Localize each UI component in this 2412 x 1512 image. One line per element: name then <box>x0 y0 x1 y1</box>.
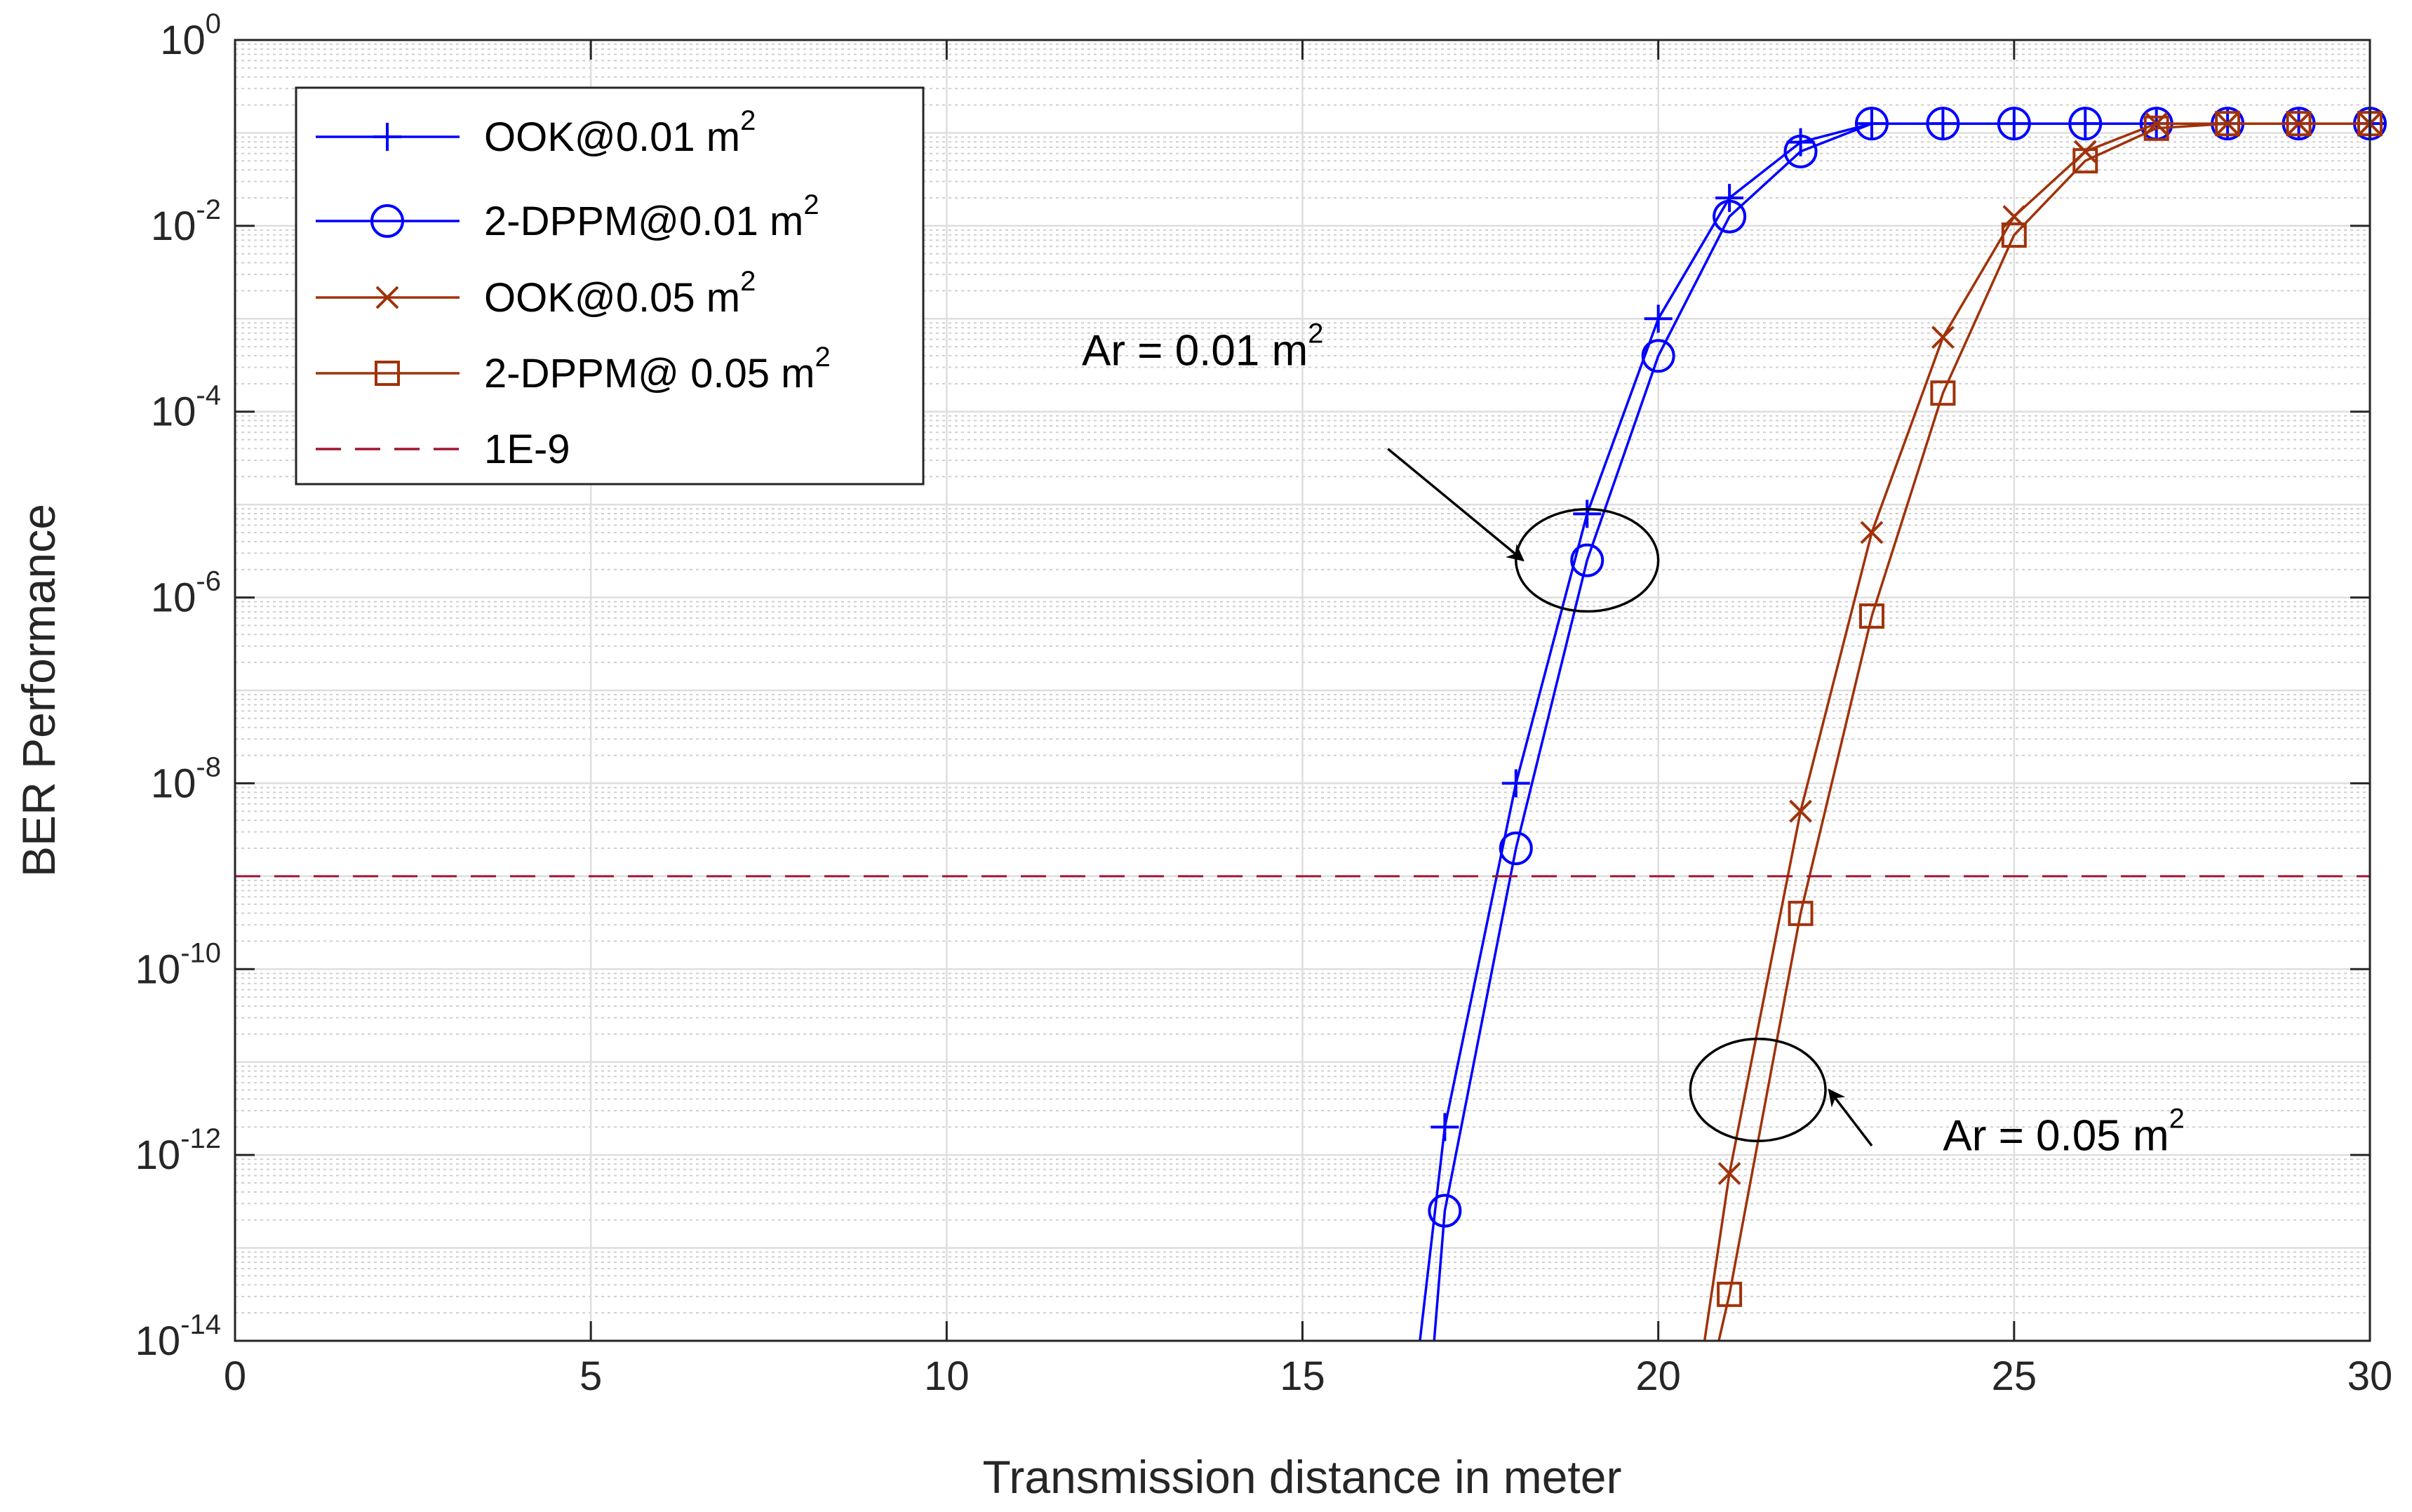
legend-label: 2-DPPM@0.01 m2 <box>484 189 819 244</box>
data-point <box>2143 115 2169 141</box>
legend-item: OOK@0.01 m2 <box>316 105 756 160</box>
data-point <box>2001 222 2027 248</box>
annotation-arrow <box>1828 1088 1873 1146</box>
data-point <box>1570 543 1604 577</box>
data-point <box>2072 148 2098 174</box>
data-point <box>1926 107 1960 141</box>
annotation: Ar = 0.01 m2 <box>1082 319 1660 613</box>
y-axis: 100 10-2 10-4 10-6 10-8 10-10 10-12 10-14 <box>135 8 2370 1364</box>
x-axis-title: Transmission distance in meter <box>983 1451 1622 1503</box>
data-point <box>1854 107 1889 141</box>
data-point <box>1930 380 1956 406</box>
x-tick-label: 15 <box>1280 1353 1325 1399</box>
data-point <box>2068 107 2103 141</box>
data-point <box>1499 831 1533 866</box>
legend-item: 1E-9 <box>316 427 570 472</box>
data-point <box>1858 603 1884 629</box>
legend-label: OOK@0.01 m2 <box>484 105 756 160</box>
x-tick-label: 20 <box>1635 1353 1681 1399</box>
y-axis-title: BER Performance <box>13 504 65 877</box>
data-point <box>1717 1162 1741 1186</box>
data-point <box>1717 1281 1743 1307</box>
x-tick-label: 5 <box>579 1353 602 1399</box>
y-tick-label: 10-12 <box>135 1123 221 1178</box>
data-point <box>375 286 399 309</box>
y-tick-label: 10-10 <box>135 937 221 992</box>
annotations: Ar = 0.01 m2 Ar = 0.05 m2 <box>1082 319 2185 1160</box>
y-tick-label: 100 <box>160 8 221 63</box>
legend-box <box>295 86 925 486</box>
data-point <box>1997 107 2031 141</box>
y-tick-label: 10-14 <box>135 1309 221 1364</box>
annotation-label: Ar = 0.05 m2 <box>1943 1104 2184 1160</box>
data-point <box>1860 521 1884 544</box>
series-layer <box>235 107 2387 1342</box>
annotation-ellipse <box>1689 1037 1827 1143</box>
y-tick-label: 10-2 <box>151 194 221 249</box>
legend-label: OOK@0.05 m2 <box>484 266 756 321</box>
annotation-arrow <box>1387 448 1525 562</box>
annotation-label: Ar = 0.01 m2 <box>1082 319 1323 375</box>
data-point <box>2215 111 2241 137</box>
x-tick-label: 30 <box>2347 1353 2393 1399</box>
y-tick-label: 10-4 <box>151 380 221 435</box>
data-point <box>1713 199 1747 234</box>
data-point <box>1931 326 1955 349</box>
data-point <box>2073 140 2097 163</box>
data-point <box>370 204 404 238</box>
x-tick-label: 0 <box>224 1353 246 1399</box>
data-point <box>1788 900 1814 926</box>
data-point <box>375 361 400 386</box>
data-point <box>1641 339 1675 373</box>
legend-item: 2-DPPM@0.01 m2 <box>316 189 819 244</box>
x-axis: 0 5 10 15 20 25 30 <box>224 40 2392 1399</box>
legend: OOK@0.01 m2 2-DPPM@0.01 m2 OOK@0.05 m2 2-DP… <box>295 86 925 486</box>
x-tick-label: 25 <box>1992 1353 2037 1399</box>
legend-label: 2-DPPM@ 0.05 m2 <box>484 342 831 396</box>
annotation: Ar = 0.05 m2 <box>1689 1037 2185 1160</box>
data-point <box>1428 1193 1462 1228</box>
data-point <box>1789 799 1812 823</box>
legend-item: OOK@0.05 m2 <box>316 266 756 321</box>
y-tick-label: 10-8 <box>151 751 221 806</box>
y-tick-label: 10-6 <box>151 566 221 621</box>
legend-label: 1E-9 <box>484 427 570 472</box>
x-tick-label: 10 <box>924 1353 970 1399</box>
data-point <box>1783 134 1818 168</box>
data-point <box>2286 111 2312 137</box>
legend-item: 2-DPPM@ 0.05 m2 <box>316 342 831 396</box>
